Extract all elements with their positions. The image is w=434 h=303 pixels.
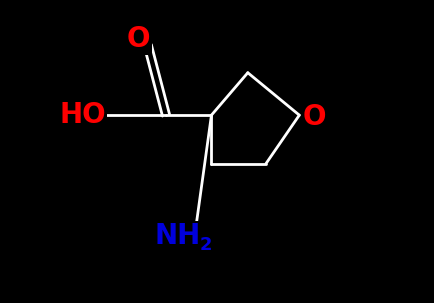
Text: HO: HO — [59, 101, 106, 129]
Text: NH: NH — [155, 222, 201, 250]
Text: O: O — [302, 103, 326, 131]
Text: 2: 2 — [199, 236, 212, 255]
Text: O: O — [127, 25, 150, 53]
